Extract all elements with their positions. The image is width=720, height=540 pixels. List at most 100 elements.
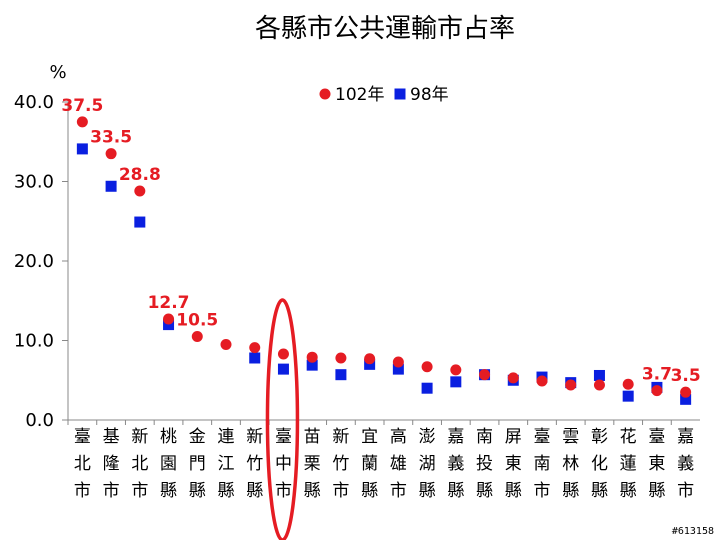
x-tick-label: 基隆市 — [103, 427, 120, 501]
x-tick-label: 南投縣 — [476, 427, 493, 501]
x-tick-char: 北 — [74, 454, 91, 474]
x-tick-char: 門 — [189, 454, 206, 474]
x-tick-label: 高雄市 — [390, 427, 407, 501]
point-102年 — [220, 338, 232, 350]
x-tick-char: 彰 — [591, 427, 608, 447]
point-102年 — [249, 342, 261, 354]
data-label: 3.7 — [642, 365, 672, 385]
x-tick-char: 化 — [591, 454, 608, 474]
x-tick-char: 縣 — [620, 481, 637, 501]
data-label: 37.5 — [61, 96, 103, 116]
point-102年 — [536, 375, 548, 387]
point-102年 — [450, 364, 462, 376]
x-tick-label: 臺北市 — [74, 427, 91, 501]
x-tick-char: 竹 — [332, 454, 349, 474]
x-tick-char: 縣 — [304, 481, 321, 501]
x-tick-char: 基 — [103, 427, 120, 447]
x-tick-char: 隆 — [103, 454, 120, 474]
y-tick-label: 30.0 — [14, 172, 54, 193]
data-label: 12.7 — [148, 293, 190, 313]
point-102年 — [507, 372, 519, 384]
point-102年 — [565, 379, 577, 391]
point-102年 — [306, 351, 318, 363]
x-tick-char: 義 — [447, 454, 464, 474]
x-tick-char: 縣 — [505, 481, 522, 501]
legend-marker — [319, 88, 331, 100]
data-points — [76, 116, 692, 405]
x-tick-char: 連 — [218, 427, 235, 447]
legend-label: 98年 — [410, 85, 449, 105]
x-tick-char: 宜 — [361, 427, 378, 447]
x-tick-char: 雲 — [562, 427, 579, 447]
x-tick-char: 臺 — [648, 427, 665, 447]
x-tick-char: 臺 — [275, 427, 292, 447]
point-102年 — [680, 386, 692, 398]
x-tick-char: 桃 — [160, 427, 177, 447]
y-tick-label: 20.0 — [14, 251, 54, 272]
x-tick-char: 市 — [275, 481, 292, 501]
point-98年 — [421, 382, 433, 394]
point-98年 — [622, 390, 634, 402]
point-102年 — [651, 385, 663, 397]
x-tick-char: 臺 — [74, 427, 91, 447]
x-tick-label: 澎湖縣 — [419, 427, 436, 501]
x-tick-label: 新北市 — [131, 427, 148, 501]
x-tick-label: 新竹縣 — [246, 427, 263, 501]
x-tick-char: 嘉 — [447, 427, 464, 447]
chart-title: 各縣市公共運輸市占率 — [255, 14, 515, 44]
x-tick-char: 雄 — [390, 454, 407, 474]
point-102年 — [479, 369, 491, 381]
x-tick-char: 市 — [131, 481, 148, 501]
point-98年 — [593, 369, 605, 381]
x-tick-char: 市 — [74, 481, 91, 501]
point-102年 — [364, 353, 376, 365]
point-102年 — [421, 361, 433, 373]
x-tick-char: 高 — [390, 427, 407, 447]
x-tick-char: 縣 — [476, 481, 493, 501]
data-label: 28.8 — [119, 165, 161, 185]
x-tick-label: 新竹市 — [332, 427, 349, 501]
x-tick-label: 嘉義縣 — [447, 427, 464, 501]
y-axis-unit: % — [49, 62, 66, 83]
x-tick-label: 苗栗縣 — [304, 427, 321, 501]
x-tick-char: 嘉 — [677, 427, 694, 447]
x-tick-char: 中 — [275, 454, 292, 474]
x-tick-char: 縣 — [160, 481, 177, 501]
x-tick-char: 江 — [218, 454, 235, 474]
point-98年 — [249, 352, 261, 364]
point-102年 — [335, 352, 347, 364]
point-98年 — [76, 143, 88, 155]
x-tick-char: 湖 — [419, 454, 436, 474]
x-tick-label: 花蓮縣 — [620, 427, 637, 501]
point-98年 — [105, 180, 117, 192]
legend: 102年 98年 — [319, 85, 449, 105]
x-tick-label: 宜蘭縣 — [361, 427, 378, 501]
point-98年 — [680, 393, 692, 405]
x-tick-label: 桃園縣 — [160, 427, 177, 501]
point-98年 — [392, 363, 404, 375]
x-tick-char: 苗 — [304, 427, 321, 447]
x-tick-char: 栗 — [304, 454, 321, 474]
x-tick-char: 縣 — [361, 481, 378, 501]
x-tick-char: 竹 — [246, 454, 263, 474]
x-tick-char: 花 — [620, 427, 637, 447]
x-tick-char: 市 — [390, 481, 407, 501]
x-tick-char: 蓮 — [620, 454, 637, 474]
x-tick-char: 北 — [131, 454, 148, 474]
x-tick-char: 新 — [131, 427, 148, 447]
x-tick-char: 屏 — [505, 427, 522, 447]
x-tick-char: 市 — [332, 481, 349, 501]
point-98年 — [277, 363, 289, 375]
x-tick-char: 縣 — [591, 481, 608, 501]
point-98年 — [335, 369, 347, 381]
point-98年 — [364, 358, 376, 370]
x-tick-label: 連江縣 — [218, 427, 235, 501]
x-tick-label: 金門縣 — [189, 427, 206, 501]
x-tick-label: 臺中市 — [275, 427, 292, 501]
x-tick-char: 金 — [189, 427, 206, 447]
x-tick-char: 東 — [505, 454, 522, 474]
x-tick-char: 南 — [534, 454, 551, 474]
x-tick-char: 投 — [476, 454, 493, 474]
x-tick-char: 南 — [476, 427, 493, 447]
